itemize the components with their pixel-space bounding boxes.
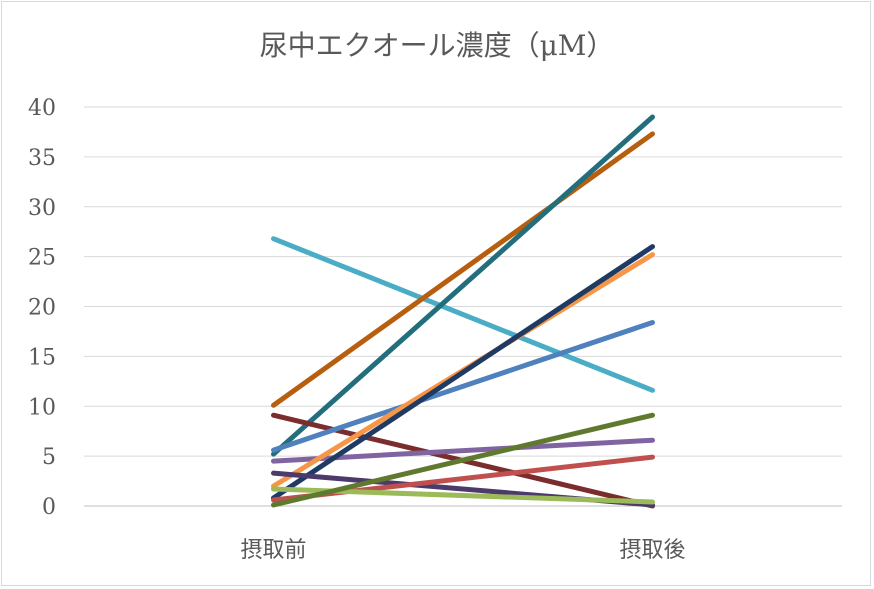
series-line-5 xyxy=(271,320,655,453)
series-line-2 xyxy=(271,131,655,408)
x-tick-label: 摂取前 xyxy=(240,538,306,563)
y-tick-label: 30 xyxy=(28,196,56,221)
y-tick-label: 10 xyxy=(28,395,56,420)
series-line-12 xyxy=(271,412,655,508)
series-line-3 xyxy=(271,114,655,457)
series-line-1 xyxy=(271,236,655,393)
y-tick-label: 35 xyxy=(28,146,56,171)
y-tick-label: 15 xyxy=(28,345,56,370)
x-tick-label: 摂取後 xyxy=(619,538,685,563)
chart-title: 尿中エクオール濃度（μM） xyxy=(259,29,615,62)
y-tick-label: 25 xyxy=(28,246,56,271)
series-line-8 xyxy=(271,244,655,501)
y-tick-label: 0 xyxy=(42,495,56,520)
y-tick-label: 20 xyxy=(28,296,56,321)
y-tick-label: 5 xyxy=(42,445,56,470)
y-tick-label: 40 xyxy=(28,96,56,121)
